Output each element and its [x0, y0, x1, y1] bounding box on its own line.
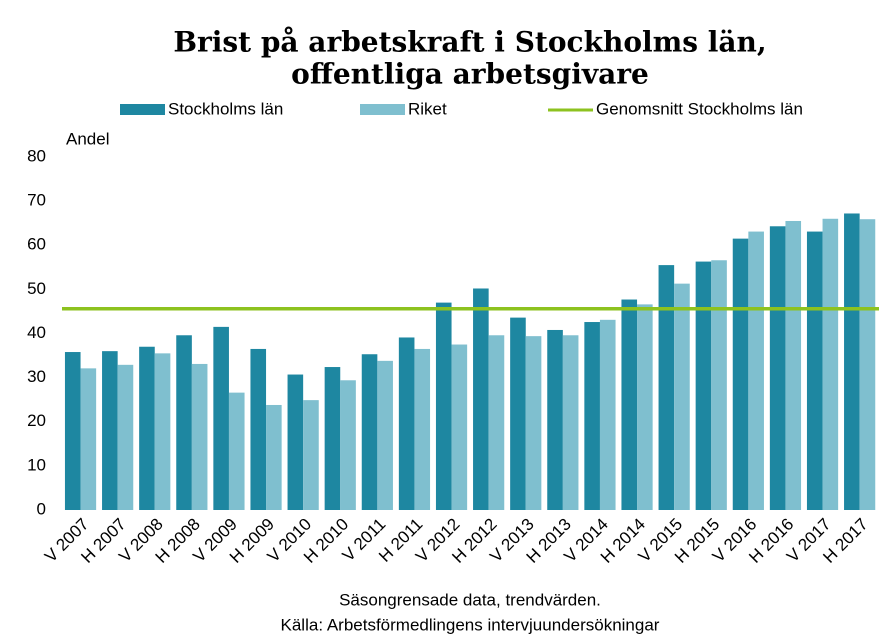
bar: [80, 368, 97, 510]
bar: [451, 344, 468, 510]
y-tick-label: 80: [27, 146, 46, 165]
bar: [844, 213, 860, 511]
bar: [176, 335, 192, 510]
bar: [711, 260, 727, 510]
bar: [191, 363, 208, 510]
bar: [228, 392, 245, 510]
legend-swatch: [120, 104, 165, 115]
chart-title: Brist på arbetskraft i Stockholms län,: [173, 26, 766, 59]
bar: [732, 238, 749, 510]
bar: [361, 354, 378, 510]
bar: [117, 364, 134, 510]
bar: [674, 283, 690, 510]
legend-label: Stockholms län: [168, 99, 283, 118]
bar: [340, 380, 356, 510]
bar: [250, 348, 267, 510]
legend-label: Genomsnitt Stockholms län: [596, 99, 803, 118]
bar: [510, 317, 526, 510]
bar: [64, 352, 81, 510]
bar: [547, 329, 563, 510]
y-tick-label: 30: [27, 367, 46, 386]
note: Källa: Arbetsförmedlingens intervjuunder…: [281, 615, 660, 634]
bar: [287, 374, 304, 510]
legend-swatch: [360, 104, 405, 115]
y-tick-label: 40: [27, 323, 46, 342]
bar: [139, 346, 155, 510]
bar: [599, 319, 616, 510]
bar: [769, 226, 786, 510]
bar: [859, 219, 876, 510]
bar: [822, 218, 839, 510]
bar: [637, 304, 653, 510]
y-tick-label: 10: [27, 455, 46, 474]
bar: [658, 265, 675, 510]
bar: [377, 360, 393, 510]
y-axis-label: Andel: [66, 129, 109, 148]
y-tick-label: 0: [37, 499, 46, 518]
bar: [488, 335, 505, 510]
bar: [695, 261, 712, 510]
bar: [102, 351, 118, 510]
bar: [584, 322, 600, 510]
bar: [621, 299, 638, 510]
bar: [748, 231, 764, 511]
legend-label: Riket: [408, 99, 447, 118]
bar: [525, 336, 542, 510]
note: Säsongrensade data, trendvärden.: [339, 590, 601, 609]
bar: [303, 400, 319, 510]
bar: [266, 404, 282, 510]
bar: [324, 367, 341, 510]
bar: [806, 231, 823, 511]
bar: [435, 302, 452, 510]
bar: [213, 326, 229, 510]
y-tick-label: 70: [27, 191, 46, 210]
chart-title: offentliga arbetsgivare: [291, 58, 649, 91]
bar: [785, 220, 802, 510]
bar: [398, 337, 415, 510]
y-tick-label: 50: [27, 279, 46, 298]
y-tick-label: 20: [27, 411, 46, 430]
bar: [154, 353, 171, 510]
bar: [562, 335, 579, 510]
y-tick-label: 60: [27, 235, 46, 254]
bar: [473, 288, 489, 510]
bar: [414, 348, 431, 510]
